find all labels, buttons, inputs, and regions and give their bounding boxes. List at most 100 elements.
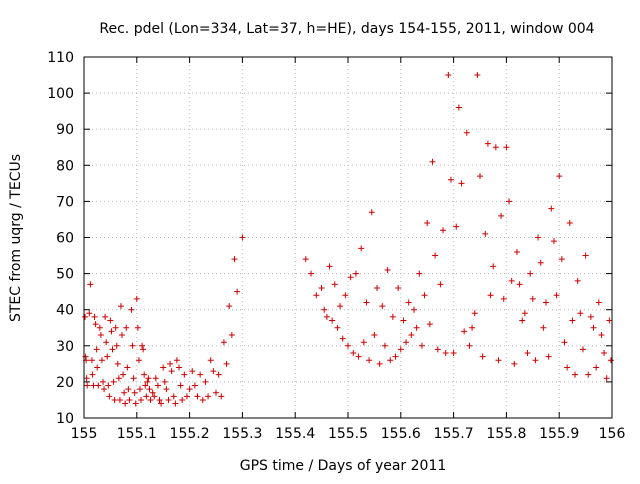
data-point — [124, 364, 131, 371]
grid-lines — [84, 57, 612, 418]
data-point — [163, 386, 170, 393]
data-point — [566, 220, 573, 227]
data-point — [347, 274, 354, 281]
data-point — [440, 227, 447, 234]
data-point — [131, 389, 138, 396]
data-point — [128, 306, 135, 313]
data-point — [239, 234, 246, 241]
data-point — [334, 324, 341, 331]
data-point — [114, 360, 121, 367]
data-point — [100, 378, 107, 385]
data-point — [368, 209, 375, 216]
data-point — [487, 292, 494, 299]
data-point — [105, 382, 112, 389]
data-point — [86, 310, 93, 317]
y-tick-label: 100 — [47, 86, 74, 102]
data-point — [355, 353, 362, 360]
data-point — [561, 339, 568, 346]
data-point — [519, 317, 526, 324]
data-point — [140, 346, 147, 353]
data-point — [535, 234, 542, 241]
data-point — [511, 360, 518, 367]
data-point — [384, 266, 391, 273]
data-point — [437, 281, 444, 288]
data-point — [582, 252, 589, 259]
data-point — [302, 256, 309, 263]
data-point — [463, 129, 470, 136]
x-tick-label: 155 — [71, 426, 98, 442]
data-point — [116, 396, 123, 403]
data-point — [513, 248, 520, 255]
y-tick-label: 40 — [56, 303, 74, 319]
data-point — [379, 303, 386, 310]
data-point — [595, 299, 602, 306]
data-point — [165, 396, 172, 403]
data-point — [134, 324, 141, 331]
data-point — [101, 386, 108, 393]
data-point — [445, 72, 452, 79]
data-point — [143, 393, 150, 400]
data-point — [132, 400, 139, 407]
data-point — [450, 350, 457, 357]
data-point — [88, 357, 95, 364]
data-point — [572, 371, 579, 378]
data-point — [151, 393, 158, 400]
data-point — [490, 263, 497, 270]
data-point — [120, 371, 127, 378]
data-point — [371, 331, 378, 338]
data-point — [146, 386, 153, 393]
x-tick-label: 155.6 — [381, 426, 421, 442]
data-point — [434, 346, 441, 353]
data-point — [461, 328, 468, 335]
data-point — [130, 375, 137, 382]
data-point — [122, 400, 129, 407]
data-point — [387, 357, 394, 364]
data-point — [82, 353, 89, 360]
data-point — [500, 295, 507, 302]
data-point — [92, 321, 99, 328]
data-point — [145, 375, 152, 382]
data-point — [556, 173, 563, 180]
data-point — [89, 371, 96, 378]
data-point — [167, 360, 174, 367]
data-point — [95, 382, 102, 389]
y-tick-label: 10 — [56, 411, 74, 427]
data-point — [329, 317, 336, 324]
data-point — [170, 393, 177, 400]
data-point — [579, 346, 586, 353]
data-point — [113, 342, 120, 349]
data-point — [121, 389, 128, 396]
data-point — [453, 223, 460, 230]
data-point — [313, 292, 320, 299]
data-point — [374, 285, 381, 292]
y-tick-label: 20 — [56, 375, 74, 391]
data-point — [207, 357, 214, 364]
data-point — [411, 306, 417, 313]
data-point — [213, 389, 219, 396]
data-point — [529, 295, 536, 302]
data-point — [197, 371, 204, 378]
data-point — [392, 353, 399, 360]
data-point — [97, 331, 104, 338]
data-point — [112, 324, 119, 331]
data-point — [550, 238, 557, 245]
plot-frame — [83, 56, 613, 419]
data-point — [548, 205, 555, 212]
data-point — [345, 342, 351, 349]
data-point — [176, 364, 183, 371]
data-point — [202, 378, 209, 385]
data-point — [331, 281, 338, 288]
data-point — [416, 270, 423, 277]
data-point — [205, 393, 212, 400]
data-point — [492, 144, 499, 151]
data-point — [194, 393, 201, 400]
data-point — [607, 357, 614, 364]
data-point — [156, 396, 163, 403]
data-point — [474, 72, 481, 79]
data-point — [126, 396, 133, 403]
data-point — [337, 303, 344, 310]
data-point — [395, 285, 402, 292]
data-point — [107, 317, 114, 324]
data-point — [405, 299, 412, 306]
